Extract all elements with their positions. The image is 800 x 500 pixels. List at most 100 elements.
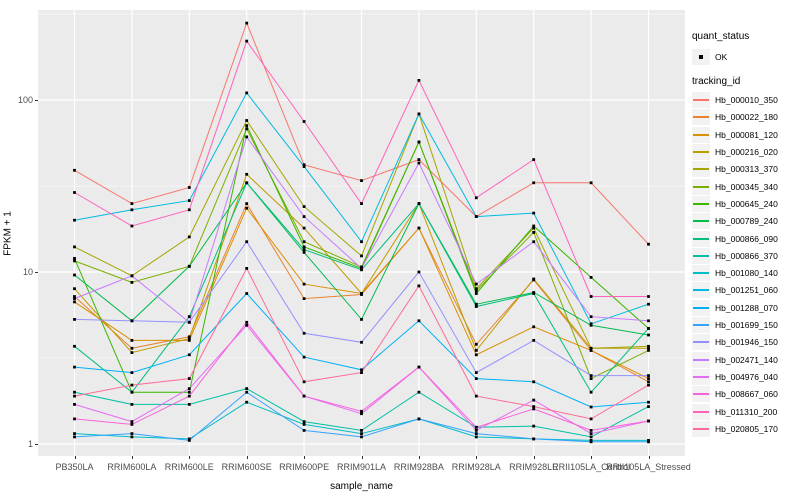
data-point <box>302 248 306 251</box>
data-point <box>589 315 593 319</box>
data-point <box>73 300 76 304</box>
legend-item-Hb_000645_240: Hb_000645_240 <box>692 195 778 212</box>
data-point <box>245 124 249 127</box>
data-point <box>474 196 478 200</box>
legend-key-box <box>692 48 710 65</box>
point-marker-icon <box>699 54 703 59</box>
data-point <box>532 181 536 185</box>
legend-key-box <box>692 282 710 299</box>
data-point <box>130 371 134 374</box>
data-point <box>417 202 421 205</box>
data-point <box>130 346 134 350</box>
data-point <box>130 224 134 228</box>
data-point <box>647 374 650 377</box>
x-tick-mark <box>418 456 420 459</box>
data-point <box>474 342 478 346</box>
data-point <box>474 289 478 292</box>
legend-item-label: Hb_001946_150 <box>715 337 778 348</box>
data-point <box>360 292 363 295</box>
legend-key-line <box>693 116 709 119</box>
plot-panel <box>38 10 685 456</box>
legend-item-Hb_001251_060: Hb_001251_060 <box>692 282 778 299</box>
data-point <box>302 429 306 432</box>
data-point <box>360 240 363 244</box>
data-point <box>73 432 76 435</box>
data-point <box>245 292 249 295</box>
legend-key-line <box>693 375 709 378</box>
legend-item-Hb_000081_120: Hb_000081_120 <box>692 126 778 143</box>
data-point <box>73 273 76 277</box>
legend-item-label: Hb_002471_140 <box>715 354 778 365</box>
data-point <box>360 179 363 182</box>
data-point <box>73 191 76 194</box>
legend-item-label: Hb_011310_200 <box>715 406 778 417</box>
data-point <box>589 440 593 444</box>
data-point <box>130 274 134 278</box>
legend-item-label: Hb_001251_060 <box>715 285 778 296</box>
legend-item-label: Hb_000216_020 <box>715 147 778 158</box>
data-point <box>532 405 536 408</box>
data-point <box>360 412 363 416</box>
legend-item-Hb_001080_140: Hb_001080_140 <box>692 265 778 282</box>
data-point <box>417 112 421 116</box>
data-point <box>360 429 363 432</box>
legend-key-box <box>692 247 710 264</box>
data-point <box>302 226 306 230</box>
legend-item-label: Hb_020805_170 <box>715 423 778 434</box>
data-point <box>589 374 593 377</box>
data-point <box>73 287 76 291</box>
x-tick-label: RRIM928LA <box>451 462 501 472</box>
legend-item-label: Hb_000789_240 <box>715 216 778 227</box>
data-point <box>474 432 478 435</box>
data-point <box>589 432 593 435</box>
data-point <box>302 423 306 426</box>
legend-item-quant-status-ok: OK <box>692 48 727 65</box>
data-point <box>532 158 536 161</box>
x-tick-label: RRIM600LA <box>107 462 157 472</box>
data-point <box>73 297 76 300</box>
data-point <box>647 419 650 423</box>
data-point <box>474 394 478 398</box>
data-point <box>474 429 478 432</box>
data-point <box>532 292 536 295</box>
data-point <box>73 168 76 172</box>
data-point <box>130 319 134 323</box>
data-point <box>130 208 134 212</box>
legend-item-label: Hb_000081_120 <box>715 129 778 140</box>
data-point <box>647 319 650 323</box>
legend-key-box <box>692 420 710 437</box>
data-point <box>474 292 478 295</box>
data-point <box>130 339 134 342</box>
data-point <box>130 383 134 387</box>
data-point <box>73 344 76 348</box>
legend-item-label: Hb_004976_040 <box>715 371 778 382</box>
data-point <box>532 231 536 234</box>
data-point <box>187 387 191 390</box>
data-point <box>474 371 478 374</box>
data-point <box>73 259 76 263</box>
data-point <box>647 242 650 246</box>
data-point <box>532 437 536 441</box>
data-point <box>474 435 478 439</box>
legend-item-Hb_000866_090: Hb_000866_090 <box>692 230 778 247</box>
legend-key-box <box>692 195 710 212</box>
data-point <box>360 371 363 374</box>
x-tick-label: RRIM901LA <box>336 462 387 472</box>
data-point <box>532 240 536 244</box>
legend-item-Hb_001946_150: Hb_001946_150 <box>692 334 778 351</box>
data-point <box>589 181 593 185</box>
legend-item-label: Hb_000010_350 <box>715 95 778 106</box>
legend-item-label: Hb_000022_180 <box>715 112 778 123</box>
data-point <box>302 165 306 168</box>
data-point <box>187 320 191 324</box>
legend-key-line <box>693 393 709 396</box>
data-point <box>187 186 191 189</box>
legend-item-Hb_000010_350: Hb_000010_350 <box>692 92 778 109</box>
data-point <box>417 390 421 394</box>
data-point <box>73 403 76 406</box>
legend-key-box <box>692 161 710 178</box>
legend-key-box <box>692 403 710 420</box>
data-point <box>245 181 249 185</box>
data-point <box>417 417 421 421</box>
legend-key-box <box>692 299 710 316</box>
